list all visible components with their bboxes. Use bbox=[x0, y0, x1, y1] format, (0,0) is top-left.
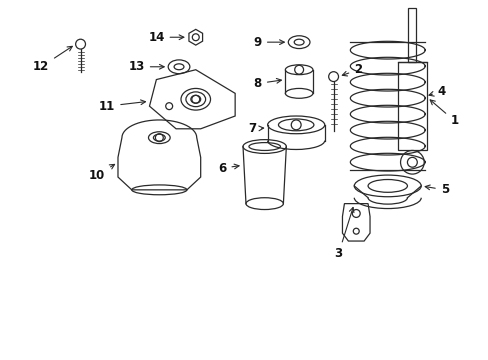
Text: 4: 4 bbox=[428, 85, 445, 98]
Text: 12: 12 bbox=[33, 46, 72, 73]
Text: 14: 14 bbox=[148, 31, 183, 44]
Text: 3: 3 bbox=[334, 207, 353, 260]
Text: 5: 5 bbox=[425, 183, 448, 196]
Text: 9: 9 bbox=[253, 36, 284, 49]
Text: 10: 10 bbox=[89, 165, 114, 181]
Text: 6: 6 bbox=[218, 162, 239, 175]
Bar bbox=[397, 62, 426, 150]
Text: 13: 13 bbox=[128, 60, 164, 73]
Text: 2: 2 bbox=[342, 63, 362, 76]
Text: 8: 8 bbox=[253, 77, 281, 90]
Text: 11: 11 bbox=[99, 100, 145, 113]
Text: 7: 7 bbox=[247, 122, 263, 135]
Bar bbox=[407, 8, 415, 62]
Text: 1: 1 bbox=[429, 100, 458, 127]
